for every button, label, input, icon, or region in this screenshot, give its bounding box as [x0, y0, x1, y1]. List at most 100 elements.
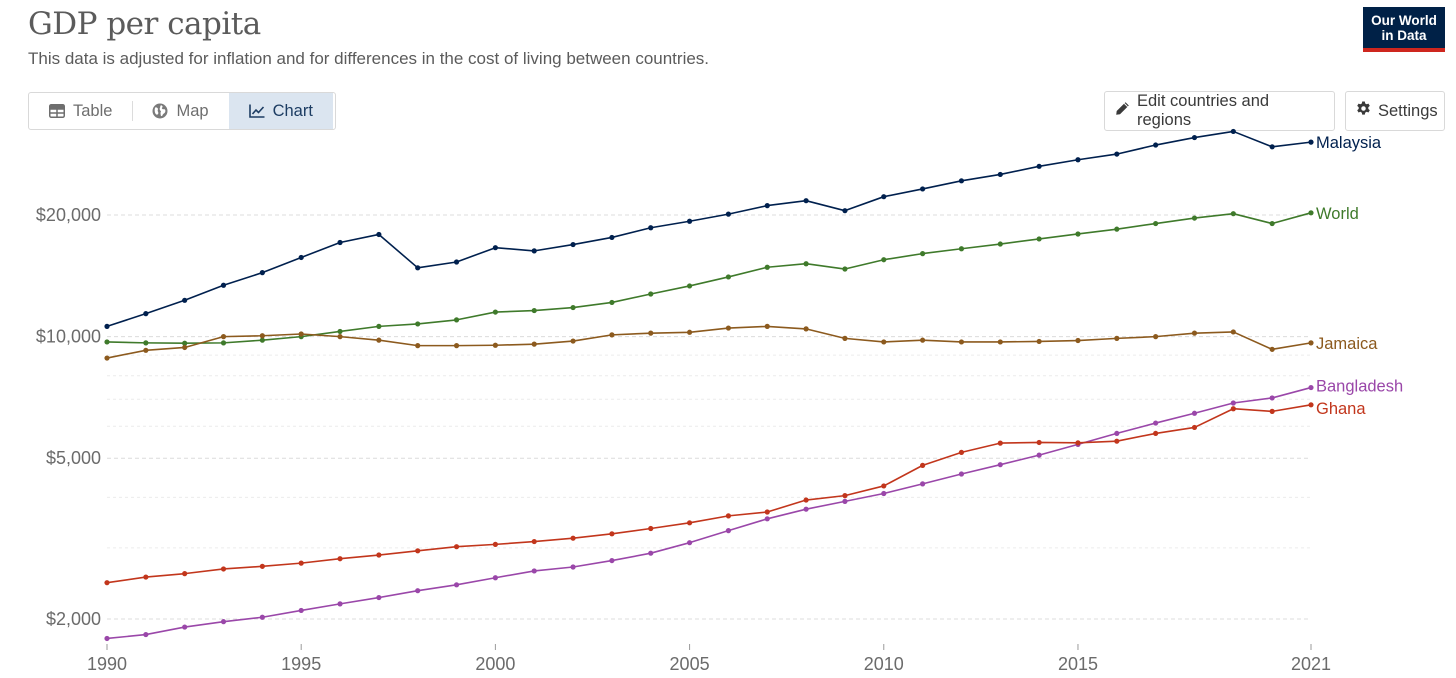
- data-point-jamaica: [648, 330, 654, 336]
- tab-map-label: Map: [176, 101, 209, 120]
- data-point-bangladesh: [958, 471, 965, 477]
- globe-icon: [152, 103, 168, 119]
- data-point-ghana: [609, 531, 615, 537]
- data-point-ghana: [881, 483, 887, 489]
- data-point-ghana: [570, 535, 576, 541]
- y-tick-label: $2,000: [46, 609, 101, 629]
- data-point-world: [337, 328, 343, 335]
- data-point-malaysia: [725, 211, 732, 217]
- data-point-jamaica: [725, 325, 732, 331]
- data-point-jamaica: [958, 339, 965, 345]
- data-point-world: [1308, 210, 1314, 216]
- data-point-world: [415, 321, 421, 327]
- data-point-malaysia: [1114, 151, 1120, 157]
- data-point-bangladesh: [570, 564, 576, 570]
- data-point-malaysia: [764, 203, 770, 209]
- edit-countries-button[interactable]: Edit countries and regions: [1104, 91, 1335, 131]
- page-title: GDP per capita: [28, 6, 261, 42]
- series-line-world: [106, 212, 1312, 345]
- x-tick-label: 2005: [670, 654, 710, 674]
- data-point-ghana: [803, 497, 809, 503]
- data-point-jamaica: [298, 331, 304, 337]
- data-point-world: [725, 274, 732, 280]
- line-chart-icon: [248, 104, 265, 118]
- data-point-jamaica: [143, 347, 149, 353]
- data-point-world: [1191, 215, 1198, 221]
- tab-chart-label: Chart: [272, 101, 313, 120]
- data-point-ghana: [686, 520, 693, 526]
- data-point-ghana: [1036, 439, 1042, 446]
- data-point-jamaica: [1036, 338, 1042, 345]
- owid-logo[interactable]: Our World in Data: [1363, 7, 1445, 52]
- series-label-jamaica: Jamaica: [1316, 335, 1378, 353]
- data-point-jamaica: [570, 338, 576, 344]
- data-point-ghana: [1269, 408, 1275, 414]
- data-point-bangladesh: [920, 481, 926, 487]
- data-point-ghana: [1230, 406, 1236, 412]
- data-point-bangladesh: [259, 614, 265, 620]
- data-point-jamaica: [686, 329, 693, 335]
- data-point-world: [531, 307, 537, 314]
- settings-button[interactable]: Settings: [1345, 91, 1445, 131]
- data-point-bangladesh: [182, 624, 188, 630]
- data-point-bangladesh: [337, 601, 343, 607]
- data-point-bangladesh: [803, 506, 809, 512]
- gear-icon: [1356, 101, 1371, 121]
- pencil-icon: [1115, 101, 1130, 121]
- data-point-world: [764, 264, 770, 270]
- data-point-jamaica: [220, 334, 227, 340]
- data-point-ghana: [337, 556, 343, 562]
- data-point-ghana: [259, 563, 265, 569]
- data-point-world: [686, 283, 693, 289]
- data-point-world: [220, 340, 227, 346]
- data-point-malaysia: [1308, 139, 1314, 145]
- data-point-ghana: [104, 580, 110, 586]
- series-label-ghana: Ghana: [1316, 400, 1366, 418]
- data-point-malaysia: [997, 171, 1003, 178]
- data-point-jamaica: [415, 343, 421, 349]
- data-point-ghana: [842, 493, 848, 499]
- data-point-world: [881, 257, 887, 263]
- data-point-ghana: [920, 462, 926, 468]
- view-tabs: Table Map Chart: [28, 92, 336, 130]
- data-point-malaysia: [881, 194, 887, 200]
- series-line-bangladesh: [106, 386, 1312, 640]
- data-point-jamaica: [803, 326, 809, 332]
- data-point-jamaica: [1075, 337, 1081, 344]
- x-tick-label: 2021: [1291, 654, 1331, 674]
- x-tick-label: 1995: [281, 654, 321, 674]
- data-point-world: [1075, 231, 1081, 237]
- data-point-ghana: [182, 571, 188, 577]
- data-point-bangladesh: [881, 490, 887, 497]
- data-point-malaysia: [842, 208, 848, 214]
- data-point-world: [492, 309, 498, 315]
- data-point-world: [453, 317, 460, 323]
- data-point-malaysia: [415, 265, 421, 271]
- tab-table[interactable]: Table: [29, 93, 132, 129]
- data-point-jamaica: [259, 333, 265, 339]
- data-point-jamaica: [492, 342, 498, 348]
- data-point-world: [997, 241, 1003, 247]
- data-point-jamaica: [1230, 329, 1236, 335]
- x-tick-label: 2000: [475, 654, 515, 674]
- data-point-malaysia: [453, 259, 460, 265]
- tab-map[interactable]: Map: [132, 93, 228, 129]
- data-point-bangladesh: [453, 582, 460, 588]
- data-point-bangladesh: [376, 594, 382, 601]
- data-point-ghana: [492, 541, 498, 547]
- data-point-ghana: [1114, 438, 1120, 444]
- series-line-jamaica: [106, 325, 1312, 359]
- table-icon: [49, 104, 65, 118]
- data-point-bangladesh: [1036, 452, 1042, 458]
- x-tick-label: 2015: [1058, 654, 1098, 674]
- data-point-jamaica: [337, 334, 343, 340]
- data-point-malaysia: [570, 241, 576, 248]
- data-point-jamaica: [764, 323, 770, 329]
- y-tick-label: $10,000: [36, 327, 101, 347]
- data-point-malaysia: [803, 198, 809, 204]
- data-point-world: [648, 291, 654, 297]
- tab-chart[interactable]: Chart: [228, 93, 333, 129]
- data-point-world: [376, 323, 382, 329]
- logo-line-2: in Data: [1381, 27, 1427, 43]
- data-point-bangladesh: [1269, 395, 1275, 401]
